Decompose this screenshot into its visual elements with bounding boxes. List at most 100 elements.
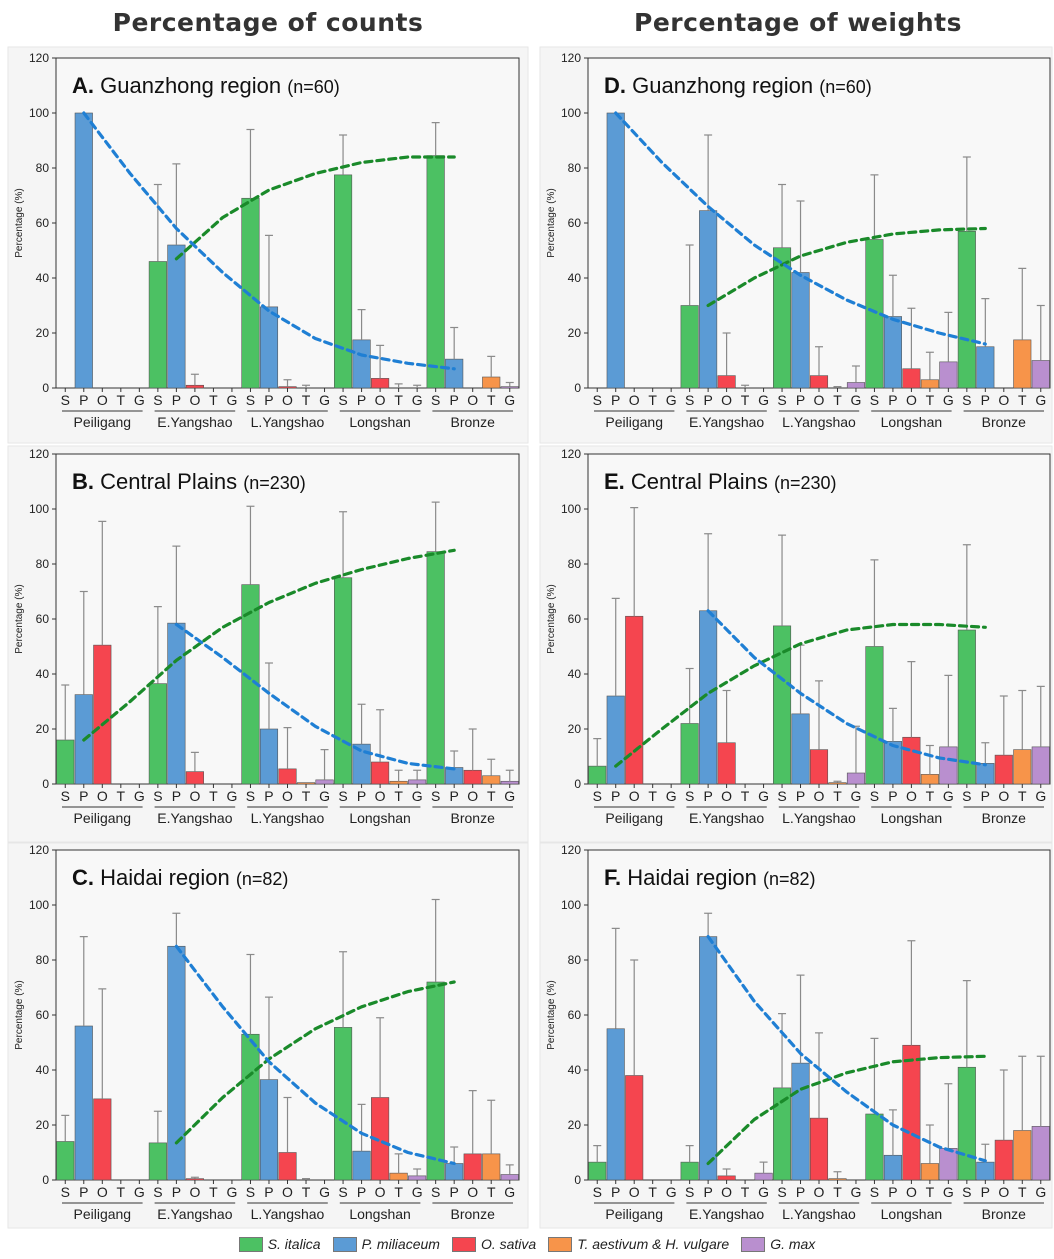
trend-line-green	[82, 548, 456, 742]
period-label: E.Yangshao	[157, 810, 232, 826]
y-tick-label: 40	[568, 1063, 582, 1077]
period-label: L.Yangshao	[251, 1206, 325, 1222]
x-tick-label: P	[450, 1184, 459, 1200]
period-label: Peiligang	[605, 1206, 663, 1222]
trend-line-blue	[174, 622, 456, 771]
x-tick-label: G	[851, 1184, 862, 1200]
bar	[445, 358, 464, 389]
legend-label: T. aestivum & H. vulgare	[577, 1236, 730, 1252]
x-tick-label: O	[282, 392, 293, 408]
bar	[606, 1028, 625, 1181]
x-tick-label: T	[833, 788, 842, 804]
x-tick-label: S	[870, 788, 879, 804]
bar	[1031, 1126, 1050, 1181]
x-tick-label: G	[666, 1184, 677, 1200]
x-tick-label: P	[79, 788, 88, 804]
y-tick-label: 60	[36, 612, 50, 626]
x-tick-label: S	[246, 788, 255, 804]
bar	[500, 1174, 519, 1181]
trend-line-green	[174, 155, 456, 261]
bar	[865, 646, 884, 785]
bar	[241, 1033, 260, 1181]
period-label: Peiligang	[73, 1206, 131, 1222]
bar	[791, 272, 810, 389]
period-label: L.Yangshao	[782, 414, 856, 430]
x-tick-label: S	[962, 788, 971, 804]
period-label: Bronze	[451, 1206, 496, 1222]
x-tick-label: O	[375, 1184, 386, 1200]
bar	[259, 306, 279, 389]
trend-line-green	[614, 622, 987, 768]
bar	[680, 723, 699, 785]
y-axis-label: Percentage (%)	[546, 584, 557, 653]
x-tick-label: T	[209, 1184, 218, 1200]
legend-swatch	[332, 1236, 357, 1252]
bar	[588, 765, 607, 785]
x-tick-label: G	[504, 788, 515, 804]
x-tick-label: S	[777, 788, 786, 804]
x-tick-label: S	[685, 392, 694, 408]
y-tick-label: 40	[568, 271, 582, 285]
y-tick-label: 120	[561, 843, 581, 857]
y-tick-label: 20	[568, 722, 582, 736]
period-label: Bronze	[982, 414, 1027, 430]
period-label: Bronze	[982, 1206, 1027, 1222]
x-tick-label: T	[648, 1184, 657, 1200]
x-tick-label: G	[504, 392, 515, 408]
x-tick-label: P	[796, 788, 805, 804]
x-tick-label: S	[338, 392, 347, 408]
x-tick-label: O	[629, 1184, 640, 1200]
x-tick-label: T	[833, 392, 842, 408]
x-tick-label: S	[431, 392, 440, 408]
x-tick-label: T	[394, 788, 403, 804]
x-tick-label: S	[431, 1184, 440, 1200]
x-tick-label: S	[338, 1184, 347, 1200]
period-label: Longshan	[349, 1206, 411, 1222]
legend-label: G. max	[770, 1236, 816, 1252]
x-tick-label: P	[357, 788, 366, 804]
x-tick-label: T	[487, 788, 496, 804]
x-tick-label: T	[926, 788, 935, 804]
period-label: L.Yangshao	[782, 810, 856, 826]
bar	[482, 376, 501, 389]
bar	[389, 1172, 408, 1181]
bar	[500, 386, 519, 389]
trend-line-blue	[174, 944, 456, 1166]
y-tick-label: 0	[42, 381, 49, 395]
x-tick-label: G	[943, 1184, 954, 1200]
bar	[389, 780, 408, 785]
bar	[1013, 339, 1032, 389]
x-tick-label: P	[888, 1184, 897, 1200]
period-label: E.Yangshao	[157, 1206, 232, 1222]
x-tick-label: O	[189, 1184, 200, 1200]
x-tick-label: S	[777, 1184, 786, 1200]
x-tick-label: T	[1018, 392, 1027, 408]
x-tick-label: G	[666, 392, 677, 408]
period-label: Peiligang	[73, 414, 131, 430]
bar	[500, 780, 519, 785]
period-label: L.Yangshao	[251, 414, 325, 430]
x-tick-label: O	[629, 788, 640, 804]
period-label: L.Yangshao	[251, 810, 325, 826]
bar	[699, 210, 718, 389]
bar	[902, 1044, 921, 1181]
x-tick-label: S	[153, 788, 162, 804]
x-tick-label: G	[758, 1184, 769, 1200]
x-tick-label: S	[593, 1184, 602, 1200]
trend-line-blue	[614, 111, 987, 346]
bar	[371, 378, 390, 389]
y-tick-label: 60	[36, 1008, 50, 1022]
bar	[846, 772, 865, 785]
trend-line-green	[706, 226, 987, 308]
y-tick-label: 20	[568, 326, 582, 340]
y-tick-label: 120	[561, 447, 581, 461]
period-label: Bronze	[982, 810, 1027, 826]
period-label: Longshan	[349, 414, 411, 430]
bar	[333, 577, 353, 785]
y-tick-label: 80	[568, 953, 582, 967]
